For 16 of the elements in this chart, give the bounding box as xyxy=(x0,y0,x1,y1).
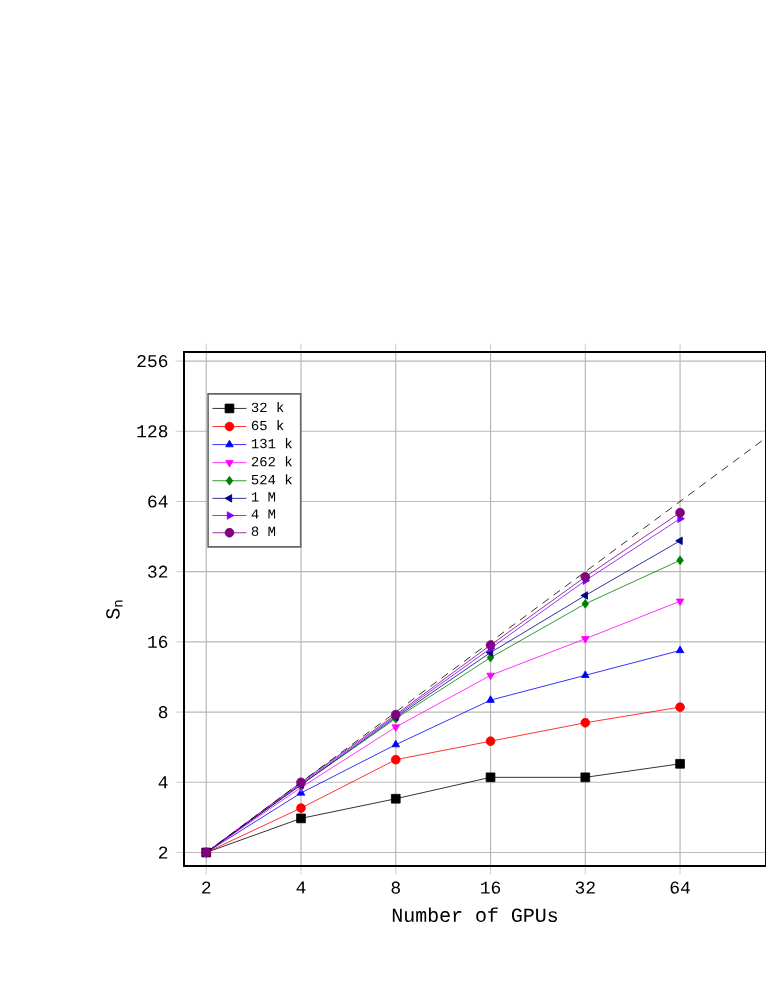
x-tick-label: 4 xyxy=(296,881,306,894)
y-axis-title: S$_{n}$ xyxy=(106,600,123,619)
y-tick-label: 64 xyxy=(148,495,168,508)
y-tick-label: 4 xyxy=(158,776,168,789)
x-tick-label: 2 xyxy=(202,881,211,894)
x-tick-label: 8 xyxy=(391,881,400,894)
x-tick-label: 64 xyxy=(670,881,690,894)
y-tick-label: 2 xyxy=(158,846,168,859)
y-tick-label: 8 xyxy=(158,705,168,719)
x-tick-label: 32 xyxy=(575,881,595,894)
y-tick-label: 256 xyxy=(137,354,168,368)
y-tick-label: 16 xyxy=(148,635,168,648)
y-tick-label: 128 xyxy=(137,425,168,438)
x-axis-title: Number of GPUs xyxy=(392,907,558,923)
y-tick-label: 32 xyxy=(148,565,168,578)
x-tick-label: 16 xyxy=(481,881,501,894)
